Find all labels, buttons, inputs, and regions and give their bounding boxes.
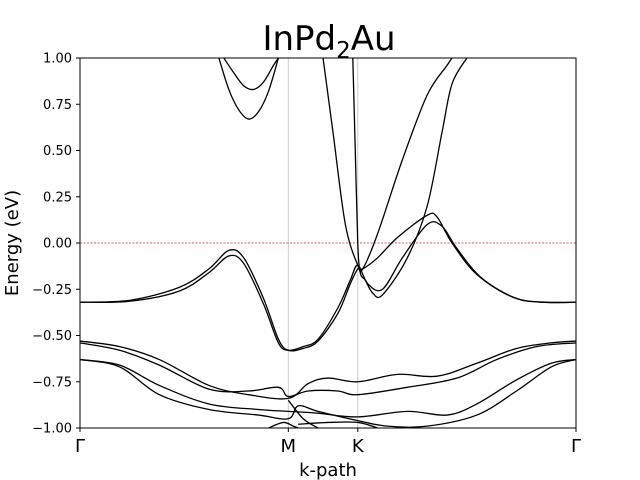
y-tick-label: 0.75 (43, 98, 72, 113)
y-axis-label: Energy (eV) (2, 190, 23, 296)
title-end: Au (351, 19, 396, 59)
band-line-7 (80, 340, 576, 400)
band-line-5 (218, 58, 280, 120)
y-tick-label: 0.50 (43, 144, 72, 159)
title-subscript: 2 (336, 38, 351, 64)
band-line-1 (80, 212, 576, 352)
bands-group (80, 58, 576, 428)
x-tick-label: M (281, 436, 297, 457)
band-line-2 (80, 221, 576, 352)
band-line-4 (322, 58, 453, 273)
band-line-11 (268, 421, 299, 428)
y-axis-ticks: 1.00 0.75 0.50 0.25 0.00 −0.25 −0.50 −0.75 −1.00 (32, 52, 80, 437)
chart-title: InPd2Au (262, 19, 395, 64)
y-tick-label: −0.75 (32, 375, 72, 390)
band-line-3 (352, 58, 468, 299)
x-axis-label: k-path (299, 460, 357, 480)
x-tick-label: K (352, 436, 365, 457)
y-tick-label: 0.00 (43, 237, 72, 252)
y-tick-label: −0.50 (32, 329, 72, 344)
x-tick-label: Γ (571, 436, 581, 457)
band-line-10 (80, 358, 576, 428)
band-line-13 (298, 421, 378, 428)
x-tick-label: Γ (75, 436, 85, 457)
band-line-12 (287, 399, 319, 428)
title-main: InPd (262, 19, 336, 59)
y-tick-label: −0.25 (32, 283, 72, 298)
y-tick-label: −1.00 (32, 422, 72, 437)
band-line-6 (223, 58, 279, 91)
y-tick-label: 1.00 (43, 52, 72, 67)
band-line-8 (80, 342, 576, 398)
y-tick-label: 0.25 (43, 190, 72, 205)
